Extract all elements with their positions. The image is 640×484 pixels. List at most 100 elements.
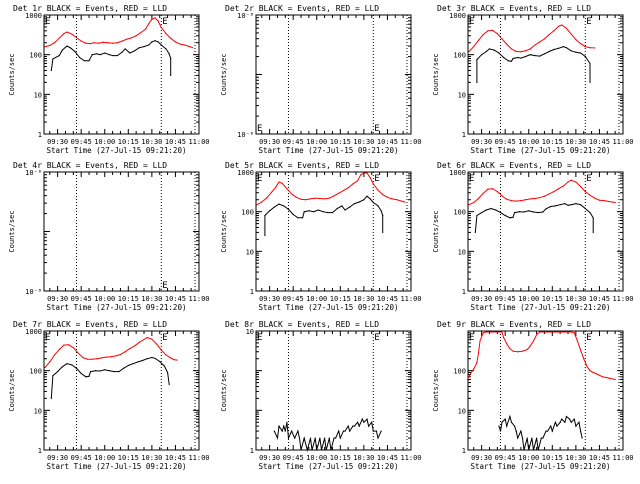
series-events-point [568, 418, 571, 420]
series-lld-point [557, 25, 560, 27]
series-lld-point [151, 338, 153, 340]
x-axis-label: Start Time (27-Jul-15 09:21:20) [259, 303, 399, 312]
series-events-point [273, 430, 275, 432]
series-events-point [302, 217, 304, 219]
y-tick-label: 1 [462, 131, 466, 139]
panel-title: Det 5r BLACK = Events, RED = LLD [225, 161, 379, 170]
x-tick-label: 10:00 [94, 454, 115, 462]
series-events-point [375, 430, 378, 432]
x-tick-label: 10:45 [165, 454, 186, 462]
series-lld-point [570, 179, 572, 181]
legend-glyph: E [586, 17, 591, 27]
series-lld-point [559, 331, 561, 333]
series-lld-point [382, 193, 384, 196]
series-lld-point [526, 348, 528, 351]
series-events-point [485, 50, 487, 53]
series-events-point [579, 204, 582, 206]
x-tick-label: 10:30 [353, 295, 374, 303]
x-tick-label: 09:45 [495, 138, 516, 146]
series-events-point [94, 370, 96, 372]
series-events-point [535, 437, 538, 439]
series-events-point [311, 449, 313, 451]
series-events-point [124, 48, 126, 50]
series-lld-point [487, 188, 489, 190]
series-events-point [512, 216, 514, 218]
x-tick-label: 09:30 [47, 295, 68, 303]
x-tick-label: 09:30 [471, 138, 492, 146]
y-axis-label: Counts/sec [432, 369, 440, 411]
series-events-point [371, 421, 373, 423]
legend-glyph: E [162, 281, 167, 291]
series-lld-point [570, 331, 572, 333]
series-events-point [501, 421, 503, 423]
series-lld-point [579, 349, 582, 351]
series-events-point [278, 425, 280, 427]
series-lld-point [173, 359, 175, 361]
series-events-point [319, 437, 321, 439]
x-tick-label: 10:00 [306, 138, 327, 146]
series-events-point [503, 56, 505, 59]
legend-glyph: E [374, 174, 379, 184]
series-events-point [493, 49, 495, 51]
series-events-point [148, 44, 150, 46]
series-events-point [575, 51, 577, 53]
series-lld-line [468, 24, 595, 53]
series-lld-point [400, 200, 403, 202]
series-events-point [281, 430, 283, 432]
series-lld-point [138, 341, 140, 343]
series-lld-point [91, 358, 93, 360]
y-axis-label: Counts/sec [220, 53, 228, 95]
series-events-point [298, 437, 301, 439]
series-events-point [294, 437, 296, 439]
series-lld-point [506, 343, 508, 345]
series-events-point [377, 205, 379, 207]
y-tick-label: 10⁻⁸ [25, 288, 42, 296]
x-axis-label: Start Time (27-Jul-15 09:21:20) [259, 462, 399, 471]
series-lld-point [184, 44, 186, 46]
series-events-point [79, 56, 81, 59]
x-tick-label: 10:45 [589, 138, 610, 146]
legend-glyph: E [374, 333, 379, 343]
series-events-point [506, 425, 508, 427]
series-events-point [111, 54, 114, 57]
series-events-point [284, 430, 286, 432]
series-events-point [314, 437, 316, 439]
series-events-point [303, 437, 305, 439]
series-lld-line [256, 172, 405, 206]
series-lld-point [80, 40, 82, 42]
series-lld-point [77, 352, 79, 354]
series-lld-point [553, 30, 555, 32]
series-events-point [554, 205, 557, 207]
series-lld-point [501, 38, 503, 40]
series-lld-point [338, 192, 340, 194]
x-tick-label: 09:30 [471, 454, 492, 462]
series-lld-point [144, 28, 147, 30]
series-events-point [108, 54, 111, 56]
series-lld-point [501, 331, 503, 333]
series-lld-point [278, 181, 280, 183]
x-tick-label: 10:30 [565, 138, 586, 146]
series-events-point [75, 367, 78, 369]
y-tick-label: 100 [453, 209, 466, 217]
series-lld-point [160, 349, 162, 351]
panel-title: Det 3r BLACK = Events, RED = LLD [437, 4, 591, 13]
series-lld-point [482, 34, 484, 36]
series-lld-point [53, 42, 56, 44]
y-axis-label: Counts/sec [220, 210, 228, 252]
series-events-point [543, 53, 546, 55]
x-tick-label: 11:00 [188, 138, 209, 146]
series-lld-point [151, 18, 153, 20]
series-events-point [564, 202, 566, 205]
series-lld-point [97, 42, 100, 44]
series-events-point [344, 430, 346, 432]
series-events-point [550, 205, 552, 208]
series-lld-point [86, 358, 89, 360]
series-events-point [297, 430, 299, 432]
series-lld-point [485, 331, 487, 333]
series-lld-point [155, 343, 158, 345]
series-lld-point [470, 372, 472, 375]
series-events-point [137, 361, 139, 363]
series-lld-point [333, 195, 335, 197]
series-events-point [300, 449, 302, 451]
series-events-point [369, 198, 371, 200]
